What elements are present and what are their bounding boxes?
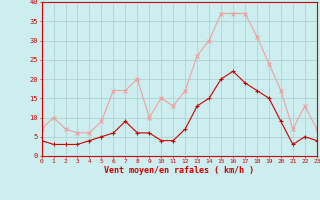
X-axis label: Vent moyen/en rafales ( km/h ): Vent moyen/en rafales ( km/h ) [104, 166, 254, 175]
